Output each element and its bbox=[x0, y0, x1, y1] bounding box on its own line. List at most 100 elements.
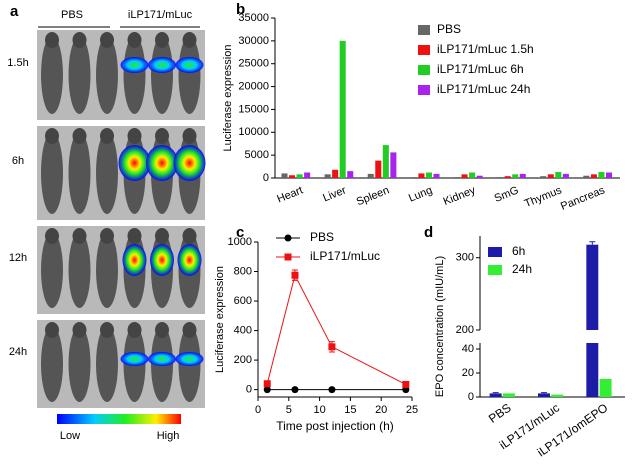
bar bbox=[547, 174, 554, 178]
y-tick-label: 300 bbox=[456, 252, 474, 264]
x-tick-label: 15 bbox=[344, 404, 356, 416]
mouse-head bbox=[45, 228, 59, 244]
legend-label: iLP171/mLuc 6h bbox=[437, 62, 524, 76]
bar bbox=[551, 394, 564, 397]
y-tick-label: 200 bbox=[456, 324, 474, 336]
x-tick-label: PBS bbox=[486, 401, 514, 426]
mouse bbox=[41, 36, 63, 114]
x-tick-label: 20 bbox=[375, 404, 387, 416]
bar bbox=[590, 174, 597, 178]
image-background bbox=[37, 226, 205, 314]
y-tick-label: 10000 bbox=[238, 126, 269, 138]
mouse bbox=[68, 232, 91, 308]
signal bbox=[177, 244, 202, 276]
y-tick-label: 800 bbox=[234, 265, 252, 277]
mouse-head bbox=[100, 128, 114, 144]
signal bbox=[146, 145, 178, 181]
signal bbox=[150, 244, 174, 276]
mouse-head bbox=[72, 32, 87, 48]
mouse-head bbox=[127, 322, 142, 338]
x-tick-label: 25 bbox=[406, 404, 418, 416]
bar bbox=[425, 172, 432, 178]
y-tick-label: 20000 bbox=[238, 80, 269, 92]
mouse-head bbox=[72, 228, 87, 244]
y-tick-label: 40 bbox=[462, 343, 474, 355]
marker bbox=[328, 343, 336, 351]
image-background bbox=[37, 30, 205, 120]
bar bbox=[502, 393, 515, 397]
bar bbox=[586, 343, 599, 397]
x-tick-label: SmG bbox=[493, 184, 521, 205]
bar bbox=[598, 172, 605, 178]
row-label: 6h bbox=[12, 155, 24, 167]
mouse-head bbox=[72, 322, 87, 338]
signal bbox=[120, 57, 149, 73]
image-background bbox=[37, 320, 205, 408]
group-label: iLP171/mLuc bbox=[128, 9, 193, 21]
mouse-head bbox=[45, 128, 59, 144]
mouse-head bbox=[182, 322, 197, 338]
signal bbox=[175, 352, 204, 366]
mouse-head bbox=[182, 228, 197, 244]
legend-swatch bbox=[418, 65, 430, 75]
legend-label: 24h bbox=[512, 262, 532, 276]
y-tick-label: 0 bbox=[263, 172, 269, 184]
mouse bbox=[41, 326, 63, 402]
mouse-head bbox=[72, 128, 87, 144]
legend-label: iLP171/mLuc bbox=[310, 249, 380, 263]
bar bbox=[367, 173, 374, 178]
bar bbox=[519, 173, 526, 178]
bar bbox=[504, 176, 511, 178]
row-label: 1.5h bbox=[7, 57, 28, 69]
bar bbox=[599, 379, 612, 397]
signal bbox=[173, 145, 206, 181]
mouse bbox=[96, 326, 118, 402]
marker bbox=[402, 380, 410, 388]
group-label: PBS bbox=[61, 9, 83, 21]
row-label: 12h bbox=[9, 252, 27, 264]
mouse bbox=[96, 132, 118, 214]
y-tick-label: 200 bbox=[234, 354, 252, 366]
y-tick-label: 5000 bbox=[245, 149, 269, 161]
bar bbox=[418, 173, 425, 178]
signal bbox=[122, 244, 147, 276]
y-tick-label: 0 bbox=[468, 391, 474, 403]
mouse-head bbox=[127, 128, 142, 144]
panel-letter: b bbox=[236, 1, 245, 18]
x-axis-title: Time post injection (h) bbox=[276, 419, 394, 433]
legend-swatch bbox=[418, 25, 430, 35]
bar bbox=[586, 244, 599, 330]
panel-letter: a bbox=[10, 3, 19, 20]
mouse-head bbox=[155, 32, 169, 48]
signal bbox=[120, 352, 149, 366]
scale-label: High bbox=[157, 430, 180, 442]
mouse bbox=[178, 36, 201, 114]
mouse bbox=[68, 326, 91, 402]
x-tick-label: Kidney bbox=[442, 184, 478, 208]
legend-label: iLP171/mLuc 24h bbox=[437, 82, 530, 96]
x-tick-label: 10 bbox=[313, 404, 325, 416]
legend-marker bbox=[284, 234, 292, 242]
color-scale bbox=[57, 414, 181, 424]
mouse-head bbox=[100, 32, 114, 48]
x-tick-label: Liver bbox=[321, 184, 348, 204]
mouse-images bbox=[37, 30, 206, 408]
bar bbox=[489, 393, 502, 397]
bar bbox=[347, 171, 354, 178]
y-axis-title: EPO concentration (mIU/mL) bbox=[434, 256, 446, 397]
mouse-head bbox=[182, 32, 197, 48]
bar bbox=[433, 173, 440, 178]
mouse-head bbox=[100, 228, 114, 244]
bar bbox=[332, 169, 339, 178]
bar bbox=[605, 172, 613, 178]
y-tick-label: 30000 bbox=[238, 35, 269, 47]
y-tick-label: 400 bbox=[234, 324, 252, 336]
legend-label: PBS bbox=[437, 22, 461, 36]
bar bbox=[461, 174, 468, 178]
mouse-head bbox=[155, 228, 169, 244]
y-tick-label: 0 bbox=[246, 384, 252, 396]
panel-letter: d bbox=[424, 224, 433, 241]
x-tick-label: Pancreas bbox=[559, 184, 607, 213]
mouse bbox=[68, 36, 91, 114]
